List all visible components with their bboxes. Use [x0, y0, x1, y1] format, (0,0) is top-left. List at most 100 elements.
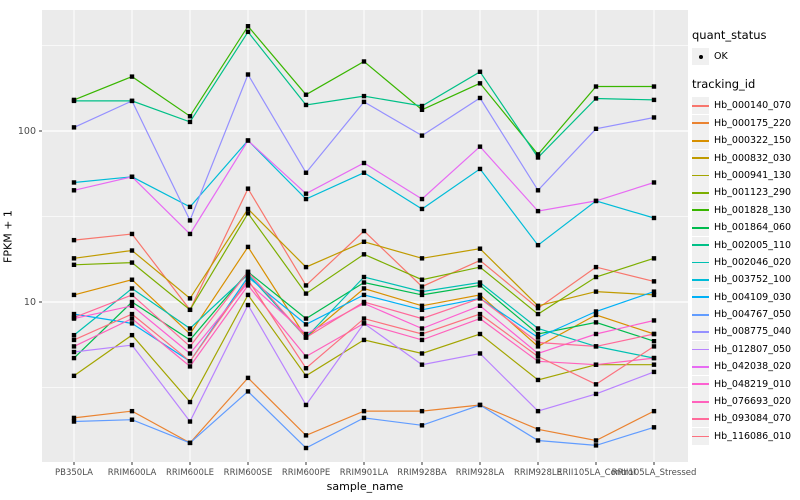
data-point	[593, 84, 599, 89]
x-tick-label: RRII105LA_Control	[557, 468, 636, 478]
data-point	[535, 305, 541, 311]
data-point	[71, 344, 77, 349]
data-point	[593, 320, 599, 325]
data-point	[651, 215, 657, 221]
data-point	[651, 97, 657, 103]
data-point	[303, 331, 309, 337]
data-point	[593, 344, 599, 349]
legend-item-label: Hb_008775_040	[714, 326, 792, 338]
data-point	[187, 359, 193, 364]
data-point	[245, 292, 251, 298]
data-point	[361, 286, 367, 291]
legend-item-label: Hb_000175_220	[714, 117, 792, 129]
legend-key-box	[692, 323, 709, 341]
legend-item: Hb_000175_220	[692, 114, 798, 132]
data-point	[129, 260, 135, 265]
data-point	[245, 24, 251, 29]
data-point	[303, 264, 309, 270]
legend-key-box	[692, 184, 709, 202]
data-point	[361, 228, 367, 234]
legend-item-label: Hb_002046_020	[714, 256, 792, 268]
data-point	[477, 311, 483, 317]
data-point	[71, 237, 77, 243]
data-point	[419, 423, 425, 428]
legend-item-label: Hb_000322_150	[714, 135, 792, 147]
data-point	[419, 316, 425, 321]
data-point	[593, 289, 599, 294]
data-point	[535, 354, 541, 359]
data-point	[477, 95, 483, 101]
legend-line-swatch	[692, 383, 709, 386]
legend-key-box	[692, 132, 709, 150]
data-point	[361, 415, 367, 421]
data-point	[71, 419, 77, 424]
data-point	[419, 206, 425, 212]
data-point	[245, 244, 251, 250]
x-tick-label: RRIM928LE	[514, 468, 562, 478]
data-point	[361, 170, 367, 175]
legend-key-box	[692, 427, 709, 445]
data-point	[361, 59, 367, 64]
x-axis-title: sample_name	[326, 480, 404, 493]
data-point	[535, 438, 541, 443]
data-point	[129, 316, 135, 321]
data-point	[129, 292, 135, 298]
data-point	[651, 180, 657, 185]
data-point	[651, 338, 657, 344]
data-point	[535, 188, 541, 193]
legend-key-box	[692, 253, 709, 271]
data-point	[303, 354, 309, 359]
data-point	[245, 280, 251, 285]
x-tick-label: RRII105LA_Stressed	[612, 468, 697, 478]
legend-key-box	[692, 114, 709, 132]
data-point	[593, 438, 599, 443]
data-point	[361, 337, 367, 343]
point-marker-icon	[698, 54, 703, 59]
data-point	[129, 299, 135, 305]
data-point	[71, 315, 77, 320]
legend-tracking-items: Hb_000140_070 Hb_000175_220 Hb_000322_150 H…	[692, 97, 798, 445]
data-point	[593, 264, 599, 270]
legend-item: Hb_012807_050	[692, 340, 798, 358]
data-point	[651, 369, 657, 375]
legend-line-swatch	[692, 331, 709, 333]
data-point	[245, 283, 251, 288]
legend-item-label: Hb_116086_010	[714, 430, 792, 442]
data-point	[477, 351, 483, 356]
data-point	[477, 280, 483, 285]
data-point	[303, 191, 309, 196]
data-point	[245, 302, 251, 308]
data-point	[361, 160, 367, 166]
x-tick-label: PB350LA	[55, 468, 93, 478]
legend-line-swatch	[692, 105, 709, 107]
data-point	[651, 279, 657, 284]
legend-line-swatch	[692, 157, 709, 160]
data-point	[477, 303, 483, 309]
data-point	[419, 303, 425, 309]
data-point	[361, 316, 367, 321]
legend-line-swatch	[692, 400, 709, 403]
data-point	[303, 283, 309, 288]
legend-line-swatch	[692, 244, 709, 246]
data-point	[477, 246, 483, 251]
legend-item-label: Hb_012807_050	[714, 343, 792, 355]
legend-item-label: Hb_000140_070	[714, 100, 792, 112]
data-point	[419, 408, 425, 414]
data-point	[187, 419, 193, 424]
data-point	[187, 204, 193, 210]
data-point	[71, 349, 77, 355]
data-point	[187, 119, 193, 125]
data-point	[71, 415, 77, 421]
data-point	[651, 256, 657, 261]
data-point	[651, 331, 657, 337]
data-point	[535, 408, 541, 414]
data-point	[245, 269, 251, 275]
data-point	[303, 373, 309, 379]
legend-title-quant-status: quant_status	[692, 28, 767, 42]
data-point	[187, 326, 193, 331]
data-point	[535, 427, 541, 432]
data-point	[593, 96, 599, 101]
data-point	[477, 69, 483, 74]
data-point	[535, 155, 541, 160]
